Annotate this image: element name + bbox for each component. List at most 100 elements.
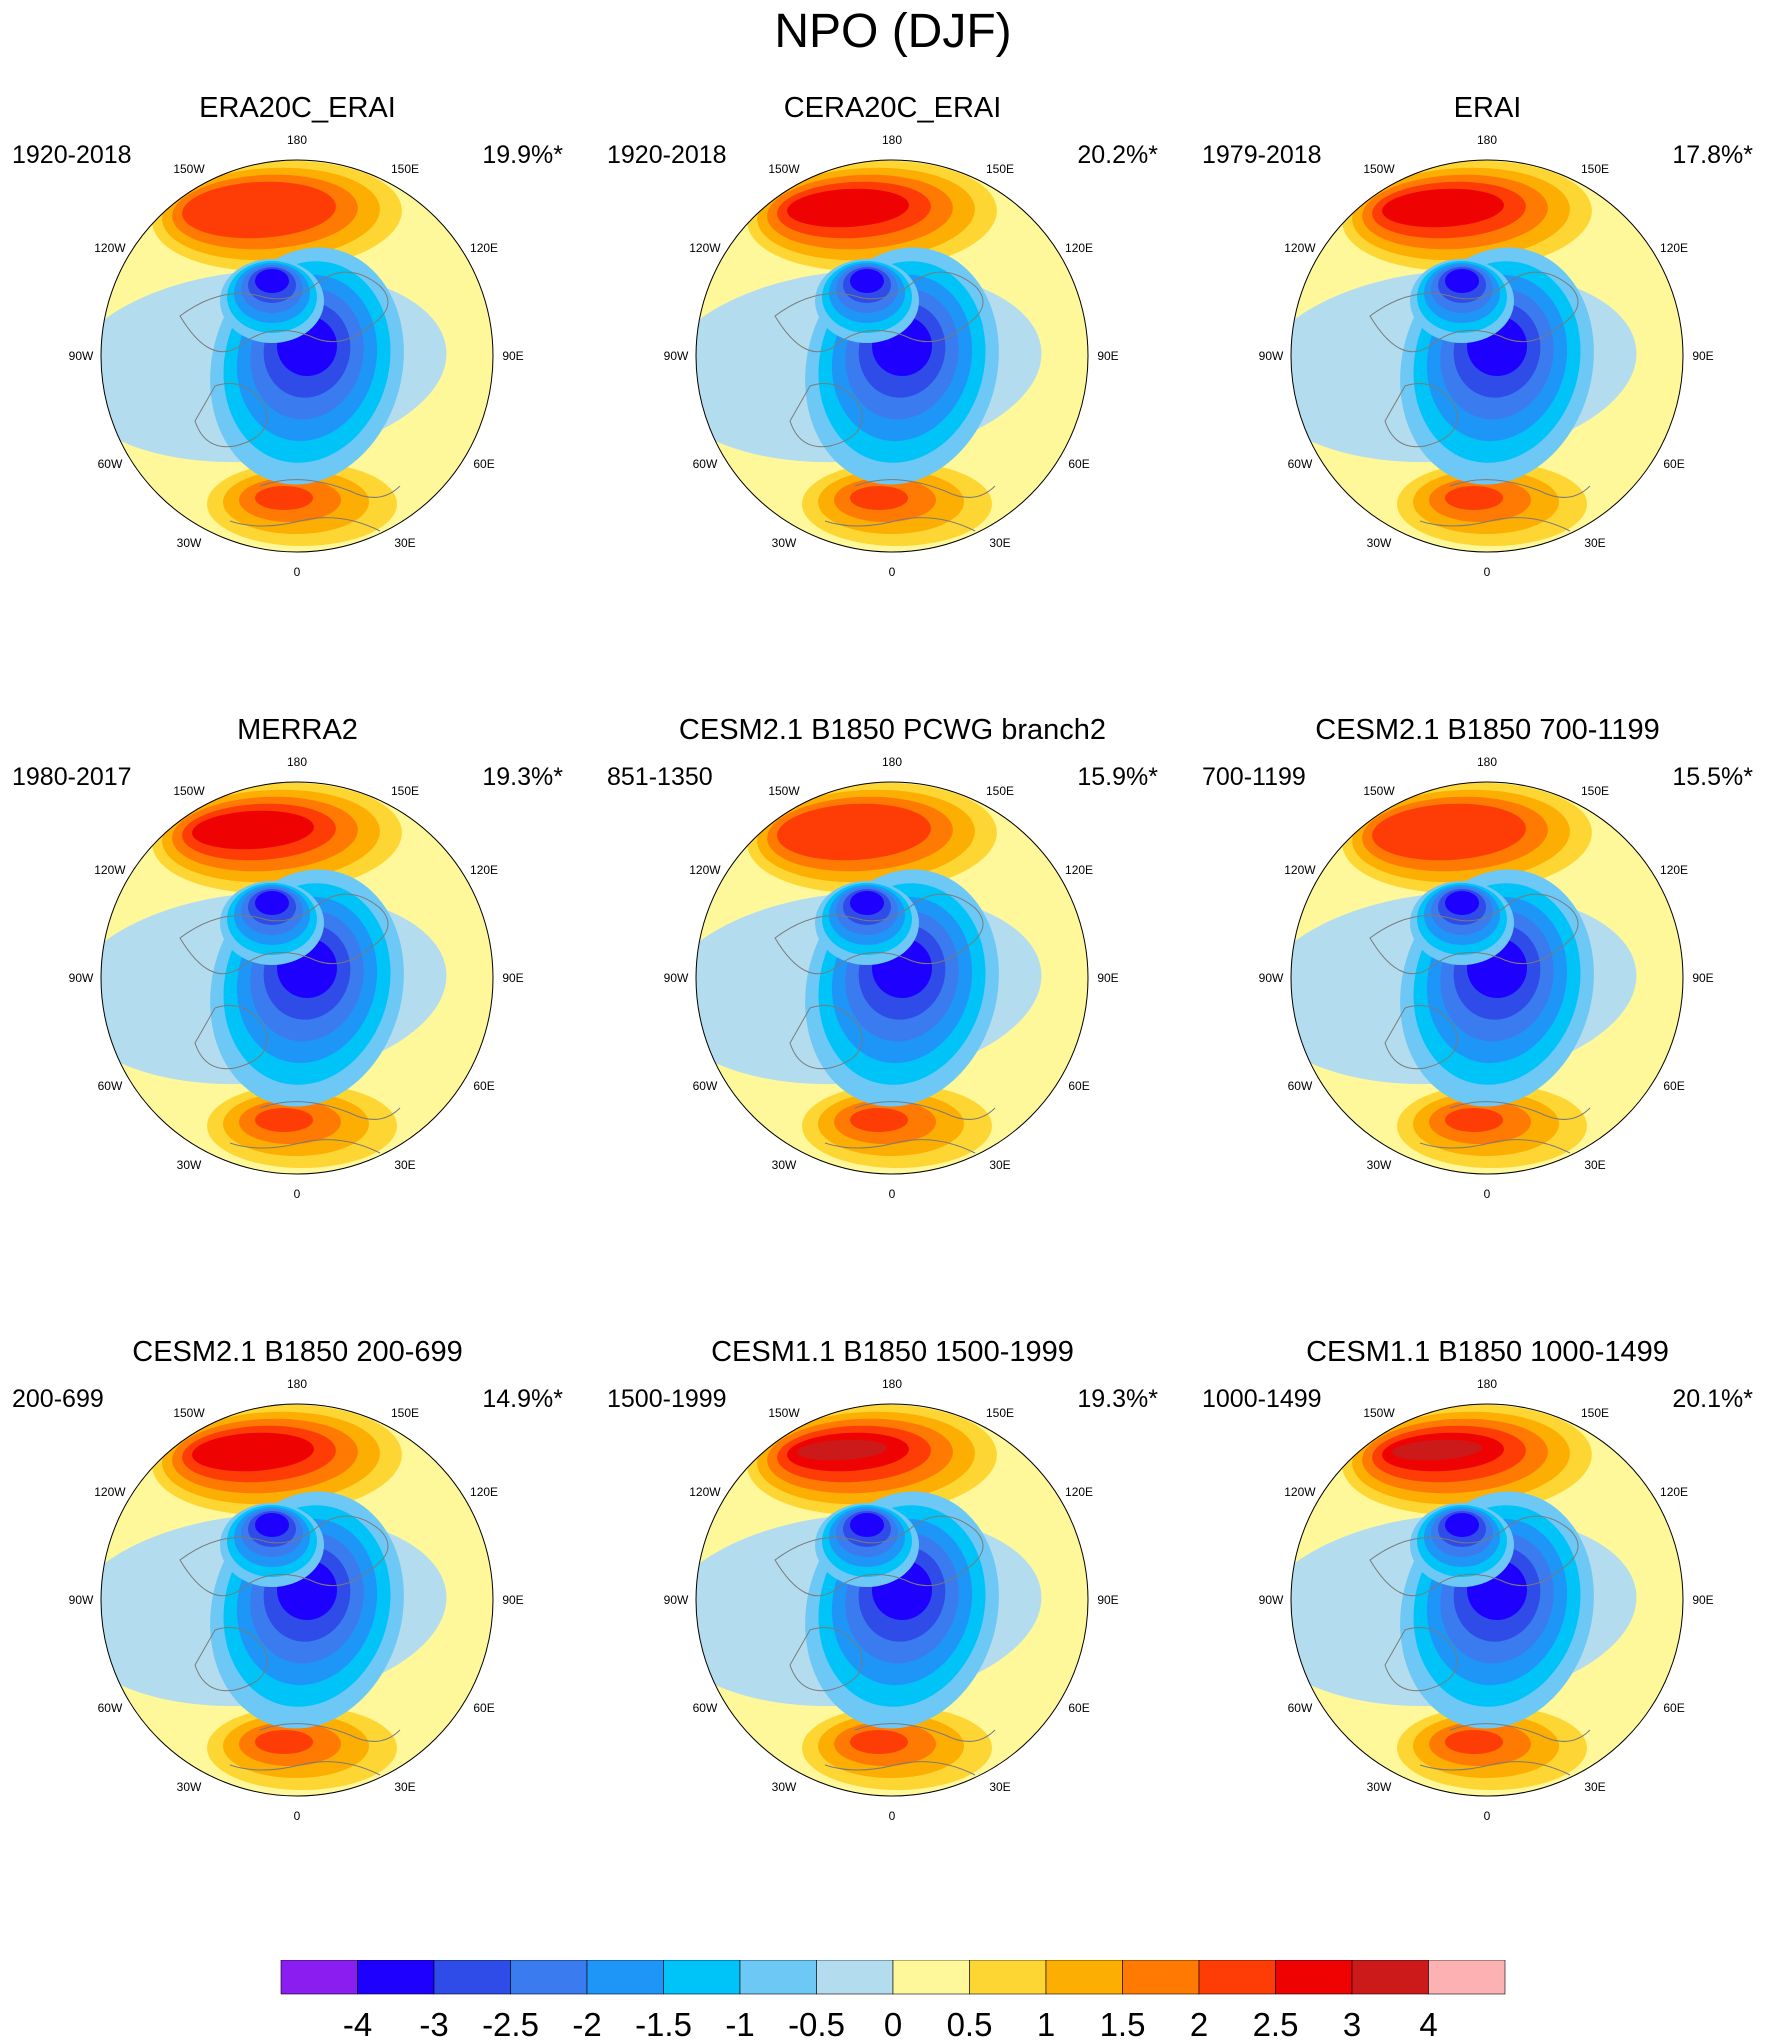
contour-fill <box>777 803 931 861</box>
longitude-label: 180 <box>287 1377 307 1391</box>
variance-label: 15.5%* <box>1672 763 1753 791</box>
longitude-label: 150W <box>173 162 205 176</box>
colorbar-swatch <box>969 1960 1047 1995</box>
contour-fill <box>850 1108 908 1132</box>
longitude-label: 150W <box>173 1406 205 1420</box>
contour-fill <box>1445 486 1503 510</box>
map-boundary <box>1290 159 1684 553</box>
colorbar-swatch <box>1198 1960 1276 1995</box>
longitude-label: 120W <box>94 241 126 255</box>
polar-map: 180 150W 150E 120W 120E 90W 90E 60W 60E 30W 30E 0 <box>1259 1377 1714 1823</box>
longitude-label: 30E <box>1584 1158 1605 1172</box>
contour-fill <box>1392 1439 1482 1461</box>
longitude-label: 60E <box>1663 457 1684 471</box>
coastline <box>1369 893 1591 1154</box>
variance-label: 19.3%* <box>482 763 563 791</box>
colorbar-tick-label: -2 <box>572 2006 601 2042</box>
panel-title: CESM2.1 B1850 200-699 <box>132 1336 463 1368</box>
polar-map: 180 150W 150E 120W 120E 90W 90E 60W 60E 30W 30E 0 <box>1259 755 1714 1201</box>
longitude-label: 60W <box>693 1079 718 1093</box>
longitude-label: 30E <box>989 1780 1010 1794</box>
period-label: 1500-1999 <box>607 1385 727 1413</box>
longitude-label: 90W <box>664 349 689 363</box>
polar-map: 180 150W 150E 120W 120E 90W 90E 60W 60E 30W 30E 0 <box>69 755 524 1201</box>
longitude-label: 120W <box>689 1485 721 1499</box>
coastline <box>1369 1515 1591 1776</box>
longitude-label: 90E <box>1692 349 1713 363</box>
contour-fill <box>255 1730 313 1754</box>
colorbar: -4 -3 -2.5 -2 -1.5 -1 -0.5 0 0.5 1 1.5 2 2.5 3 4 <box>280 1960 1506 2042</box>
longitude-label: 90W <box>664 971 689 985</box>
colorbar-tick-label: 1.5 <box>1100 2006 1146 2042</box>
field-layer <box>696 782 1088 1174</box>
longitude-label: 150E <box>1581 1406 1609 1420</box>
contour-fill <box>1445 891 1479 915</box>
longitude-label: 150E <box>1581 162 1609 176</box>
longitude-label: 180 <box>1477 133 1497 147</box>
panel-title: CESM2.1 B1850 700-1199 <box>1315 714 1660 746</box>
longitude-label: 60W <box>1288 1079 1313 1093</box>
longitude-label: 30E <box>1584 1780 1605 1794</box>
longitude-label: 60W <box>1288 1701 1313 1715</box>
longitude-label: 150W <box>768 784 800 798</box>
longitude-label: 150W <box>1363 784 1395 798</box>
longitude-label: 60E <box>473 457 494 471</box>
longitude-label: 60W <box>98 1079 123 1093</box>
panel-title: MERRA2 <box>237 714 358 746</box>
longitude-label: 180 <box>287 755 307 769</box>
longitude-label: 120W <box>94 1485 126 1499</box>
contour-fill <box>255 1513 289 1537</box>
coastline <box>774 893 996 1154</box>
panel-title: ERAI <box>1453 92 1522 124</box>
longitude-label: 120E <box>470 1485 498 1499</box>
longitude-label: 90W <box>69 971 94 985</box>
polar-map: 180 150W 150E 120W 120E 90W 90E 60W 60E 30W 30E 0 <box>69 133 524 579</box>
period-label: 700-1199 <box>1202 763 1306 791</box>
longitude-label: 180 <box>882 133 902 147</box>
map-panel: MERRA2 1980-2017 19.3%* 180 150W 150E 120W 1… <box>0 712 595 1312</box>
contour-fill <box>1445 269 1479 293</box>
longitude-label: 150E <box>986 162 1014 176</box>
longitude-label: 90E <box>1097 971 1118 985</box>
longitude-label: 150W <box>1363 1406 1395 1420</box>
longitude-label: 30W <box>772 1780 797 1794</box>
longitude-label: 150E <box>986 1406 1014 1420</box>
polar-map: 180 150W 150E 120W 120E 90W 90E 60W 60E 30W 30E 0 <box>664 133 1119 579</box>
longitude-label: 120E <box>1065 241 1093 255</box>
coastline <box>179 893 401 1154</box>
longitude-label: 0 <box>889 1187 896 1201</box>
map-boundary <box>695 159 1089 553</box>
longitude-label: 90E <box>1097 1593 1118 1607</box>
polar-map: 180 150W 150E 120W 120E 90W 90E 60W 60E 30W 30E 0 <box>664 755 1119 1201</box>
variance-label: 20.1%* <box>1672 1385 1753 1413</box>
longitude-label: 120W <box>689 241 721 255</box>
longitude-label: 30W <box>1367 1780 1392 1794</box>
polar-map: 180 150W 150E 120W 120E 90W 90E 60W 60E 30W 30E 0 <box>664 1377 1119 1823</box>
longitude-label: 120E <box>1660 863 1688 877</box>
coastline <box>774 271 996 532</box>
contour-fill <box>192 1432 314 1472</box>
longitude-label: 180 <box>287 133 307 147</box>
longitude-label: 60E <box>1068 1701 1089 1715</box>
contour-fill <box>850 1513 884 1537</box>
map-boundary <box>100 781 494 1175</box>
panel-title: CESM1.1 B1850 1000-1499 <box>1306 1336 1669 1368</box>
contour-fill <box>797 1439 887 1461</box>
contour-fill <box>787 188 909 228</box>
field-layer <box>1291 1404 1683 1796</box>
panel-title: CESM1.1 B1850 1500-1999 <box>711 1336 1074 1368</box>
map-boundary <box>695 1403 1089 1797</box>
panel-title: ERA20C_ERAI <box>199 92 396 124</box>
longitude-label: 60E <box>1663 1701 1684 1715</box>
longitude-label: 60E <box>473 1701 494 1715</box>
colorbar-swatch <box>1428 1960 1506 1995</box>
longitude-label: 30W <box>1367 536 1392 550</box>
colorbar-tick-label: -2.5 <box>482 2006 539 2042</box>
colorbar-swatch <box>433 1960 511 1995</box>
longitude-label: 30W <box>1367 1158 1392 1172</box>
longitude-label: 120W <box>689 863 721 877</box>
colorbar-swatch <box>586 1960 664 1995</box>
coastline <box>179 271 401 532</box>
longitude-label: 120E <box>470 241 498 255</box>
period-label: 1979-2018 <box>1202 141 1322 169</box>
